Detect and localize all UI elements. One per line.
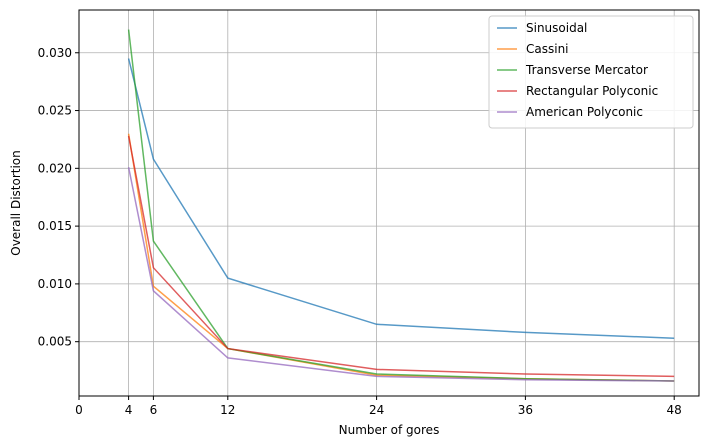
y-axis-ticks: 0.005 0.010 0.015 0.020 0.025 0.030 (38, 46, 79, 349)
series-line-sinusoidal (127, 58, 675, 339)
legend-label-rectangular-polyconic: Rectangular Polyconic (526, 84, 658, 98)
legend: Sinusoidal Cassini Transverse Mercator Rect… (488, 15, 694, 129)
legend-label-american-polyconic: American Polyconic (526, 105, 643, 119)
legend-box (488, 15, 694, 129)
x-tick-label: 0 (75, 403, 83, 417)
x-tick-label: 36 (518, 403, 533, 417)
y-axis-label: Overall Distortion (9, 150, 23, 256)
y-tick-label: 0.005 (38, 335, 72, 349)
legend-label-transverse-mercator: Transverse Mercator (525, 63, 648, 77)
x-tick-label: 48 (667, 403, 682, 417)
legend-label-sinusoidal: Sinusoidal (526, 21, 587, 35)
series-line-transverse-mercator (127, 29, 675, 382)
series-line-american-polyconic (127, 167, 675, 382)
y-tick-label: 0.015 (38, 219, 72, 233)
x-axis-ticks: 0 4 6 12 24 36 48 (75, 396, 682, 417)
series-lines (127, 29, 675, 382)
y-tick-label: 0.025 (38, 104, 72, 118)
y-tick-label: 0.020 (38, 161, 72, 175)
series-line-cassini (127, 133, 675, 382)
x-tick-label: 6 (150, 403, 158, 417)
series-line-rectangular-polyconic (127, 135, 675, 378)
y-tick-label: 0.030 (38, 46, 72, 60)
plot-frame (78, 9, 700, 397)
x-tick-label: 4 (125, 403, 133, 417)
y-tick-label: 0.010 (38, 277, 72, 291)
x-tick-label: 12 (220, 403, 235, 417)
x-axis-label: Number of gores (339, 423, 440, 437)
x-tick-label: 24 (369, 403, 384, 417)
legend-label-cassini: Cassini (526, 42, 569, 56)
